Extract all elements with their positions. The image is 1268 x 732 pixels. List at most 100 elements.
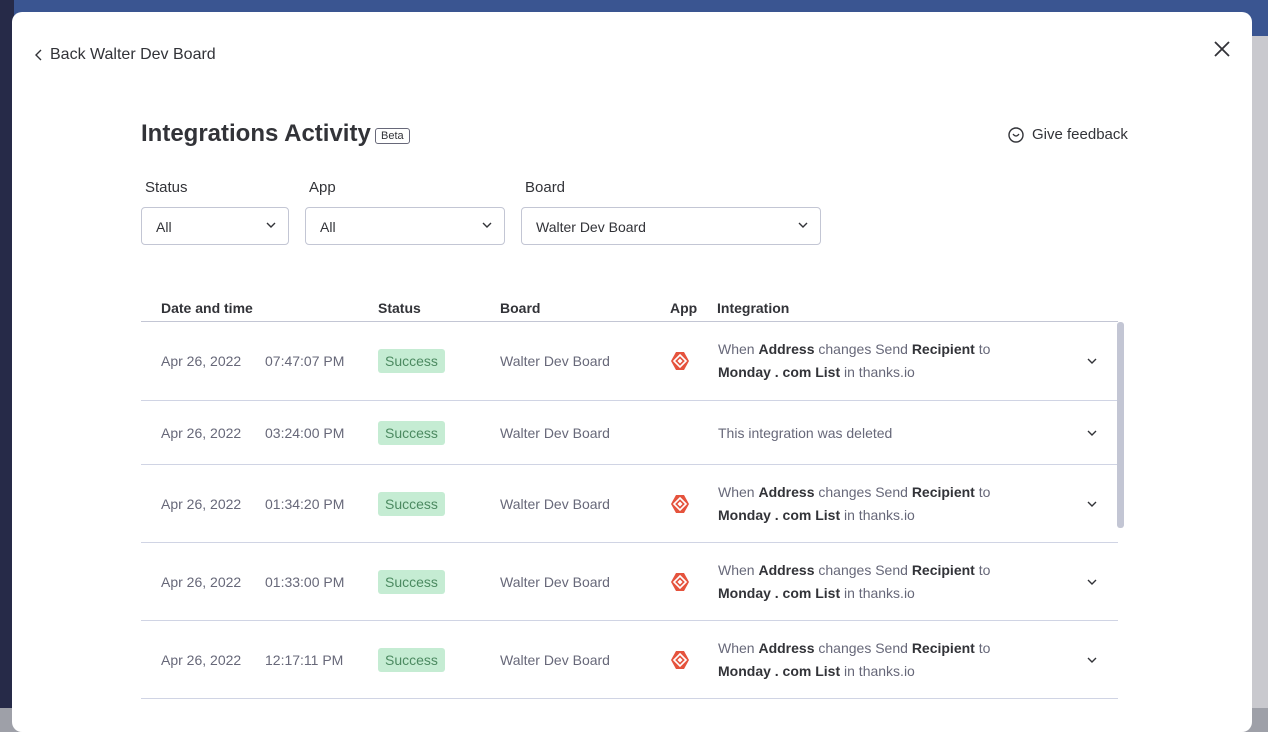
app-icon bbox=[671, 352, 689, 370]
dropdown-icon bbox=[798, 222, 808, 228]
integration-text: changes Send bbox=[818, 561, 908, 578]
integration-text: When bbox=[718, 639, 755, 656]
integration-field: Monday . com List bbox=[718, 506, 841, 523]
expand-icon[interactable] bbox=[1087, 430, 1097, 437]
integration-line: Monday . com List in thanks.io bbox=[718, 504, 990, 527]
integration-line: When Address changes Send Recipient to bbox=[718, 559, 990, 582]
table-row[interactable]: Apr 26, 2022 07:47:07 PM Success Walter Dev… bbox=[141, 322, 1118, 401]
app-sidebar bbox=[0, 0, 14, 708]
table-row[interactable]: Apr 26, 2022 01:34:20 PM Success Walter Dev… bbox=[141, 465, 1118, 543]
table-row[interactable]: Apr 26, 2022 03:24:00 PM Success Walter Dev… bbox=[141, 401, 1118, 465]
feedback-icon[interactable] bbox=[1007, 126, 1025, 144]
app-icon bbox=[671, 572, 689, 591]
integration-text: When bbox=[718, 561, 755, 578]
integration-line: When Address changes Send Recipient to bbox=[718, 338, 990, 361]
board: Walter Dev Board bbox=[500, 424, 610, 441]
integration-field: Recipient bbox=[911, 561, 975, 578]
time: 01:33:00 PM bbox=[265, 573, 345, 590]
integration-line: Monday . com List in thanks.io bbox=[718, 660, 990, 683]
board: Walter Dev Board bbox=[500, 353, 610, 369]
status-badge: Success bbox=[378, 420, 445, 445]
integration-field: Monday . com List bbox=[718, 364, 841, 380]
integration-field: Address bbox=[758, 341, 815, 357]
integration-text: to bbox=[978, 483, 991, 500]
status-badge: Success bbox=[378, 491, 445, 516]
integration-text: in thanks.io bbox=[844, 364, 915, 380]
column-header: App bbox=[670, 300, 698, 316]
date: Apr 26, 2022 bbox=[161, 651, 242, 668]
time: 03:24:00 PM bbox=[265, 424, 345, 441]
expand-icon[interactable] bbox=[1087, 358, 1097, 365]
integration-line: Monday . com List in thanks.io bbox=[718, 582, 990, 605]
integration-text: in thanks.io bbox=[844, 584, 915, 601]
integration-text: changes Send bbox=[818, 341, 908, 357]
app-icon bbox=[671, 494, 689, 513]
integration-field: Address bbox=[758, 561, 815, 578]
integration-line: Monday . com List in thanks.io bbox=[718, 361, 990, 384]
filter-dropdown[interactable]: All bbox=[305, 207, 505, 245]
table-row[interactable]: Apr 26, 2022 01:33:00 PM Success Walter Dev… bbox=[141, 543, 1118, 621]
integration-note: This integration was deleted bbox=[718, 424, 893, 441]
filter-label: App bbox=[309, 179, 336, 196]
time: 07:47:07 PM bbox=[265, 353, 345, 369]
integration-text: in thanks.io bbox=[844, 662, 915, 679]
time: 01:34:20 PM bbox=[265, 495, 345, 512]
board: Walter Dev Board bbox=[500, 573, 610, 590]
integration-text: in thanks.io bbox=[844, 506, 915, 523]
modal bbox=[12, 12, 1252, 732]
integration: When Address changes Send Recipient to Mo… bbox=[718, 481, 990, 527]
board-background bbox=[1252, 36, 1268, 708]
back-link[interactable]: Back Walter Dev Board bbox=[50, 46, 216, 63]
status-badge: Success bbox=[378, 569, 445, 594]
integration-field: Recipient bbox=[911, 483, 975, 500]
back-icon[interactable] bbox=[34, 49, 44, 61]
integration-field: Recipient bbox=[911, 639, 975, 656]
date: Apr 26, 2022 bbox=[161, 495, 242, 512]
filter-value: All bbox=[156, 219, 172, 235]
integration-field: Address bbox=[758, 639, 815, 656]
column-header: Date and time bbox=[161, 300, 253, 316]
integration: When Address changes Send Recipient to Mo… bbox=[718, 637, 990, 683]
scrollbar[interactable] bbox=[1117, 322, 1124, 528]
app-icon bbox=[671, 650, 689, 669]
feedback-link[interactable]: Give feedback bbox=[1032, 126, 1128, 143]
integration-text: changes Send bbox=[818, 639, 908, 656]
column-header: Integration bbox=[717, 300, 790, 316]
column-header: Status bbox=[378, 300, 421, 316]
integration-field: Recipient bbox=[911, 341, 975, 357]
close-button[interactable] bbox=[1213, 40, 1231, 58]
integration: When Address changes Send Recipient to Mo… bbox=[718, 559, 990, 605]
integration-text: to bbox=[978, 561, 991, 578]
filter-value: All bbox=[320, 219, 336, 235]
expand-icon[interactable] bbox=[1087, 657, 1097, 664]
status-badge: Success bbox=[378, 647, 445, 672]
filter-dropdown[interactable]: All bbox=[141, 207, 289, 245]
status-badge: Success bbox=[378, 349, 445, 373]
expand-icon[interactable] bbox=[1087, 501, 1097, 508]
date: Apr 26, 2022 bbox=[161, 424, 242, 441]
table-row[interactable]: Apr 26, 2022 12:17:11 PM Success Walter Dev… bbox=[141, 621, 1118, 699]
column-header: Board bbox=[500, 300, 541, 316]
expand-icon[interactable] bbox=[1087, 579, 1097, 586]
beta-badge: Beta bbox=[375, 128, 410, 144]
filter-label: Board bbox=[525, 179, 566, 196]
board: Walter Dev Board bbox=[500, 651, 610, 668]
integration-text: to bbox=[978, 341, 991, 357]
time: 12:17:11 PM bbox=[265, 651, 344, 668]
header-divider bbox=[141, 321, 1118, 322]
dropdown-icon bbox=[482, 222, 492, 228]
integration: When Address changes Send Recipient to Mo… bbox=[718, 338, 990, 384]
page-title: Integrations Activity bbox=[141, 120, 371, 147]
filter-label: Status bbox=[145, 179, 188, 196]
integration-text: to bbox=[978, 639, 991, 656]
integration-field: Monday . com List bbox=[718, 662, 841, 679]
filter-dropdown[interactable]: Walter Dev Board bbox=[521, 207, 821, 245]
integration-field: Address bbox=[758, 483, 815, 500]
date: Apr 26, 2022 bbox=[161, 573, 242, 590]
integration-line: When Address changes Send Recipient to bbox=[718, 481, 990, 504]
date: Apr 26, 2022 bbox=[161, 353, 242, 369]
board: Walter Dev Board bbox=[500, 495, 610, 512]
filter-value: Walter Dev Board bbox=[536, 219, 646, 235]
integration-field: Monday . com List bbox=[718, 584, 841, 601]
